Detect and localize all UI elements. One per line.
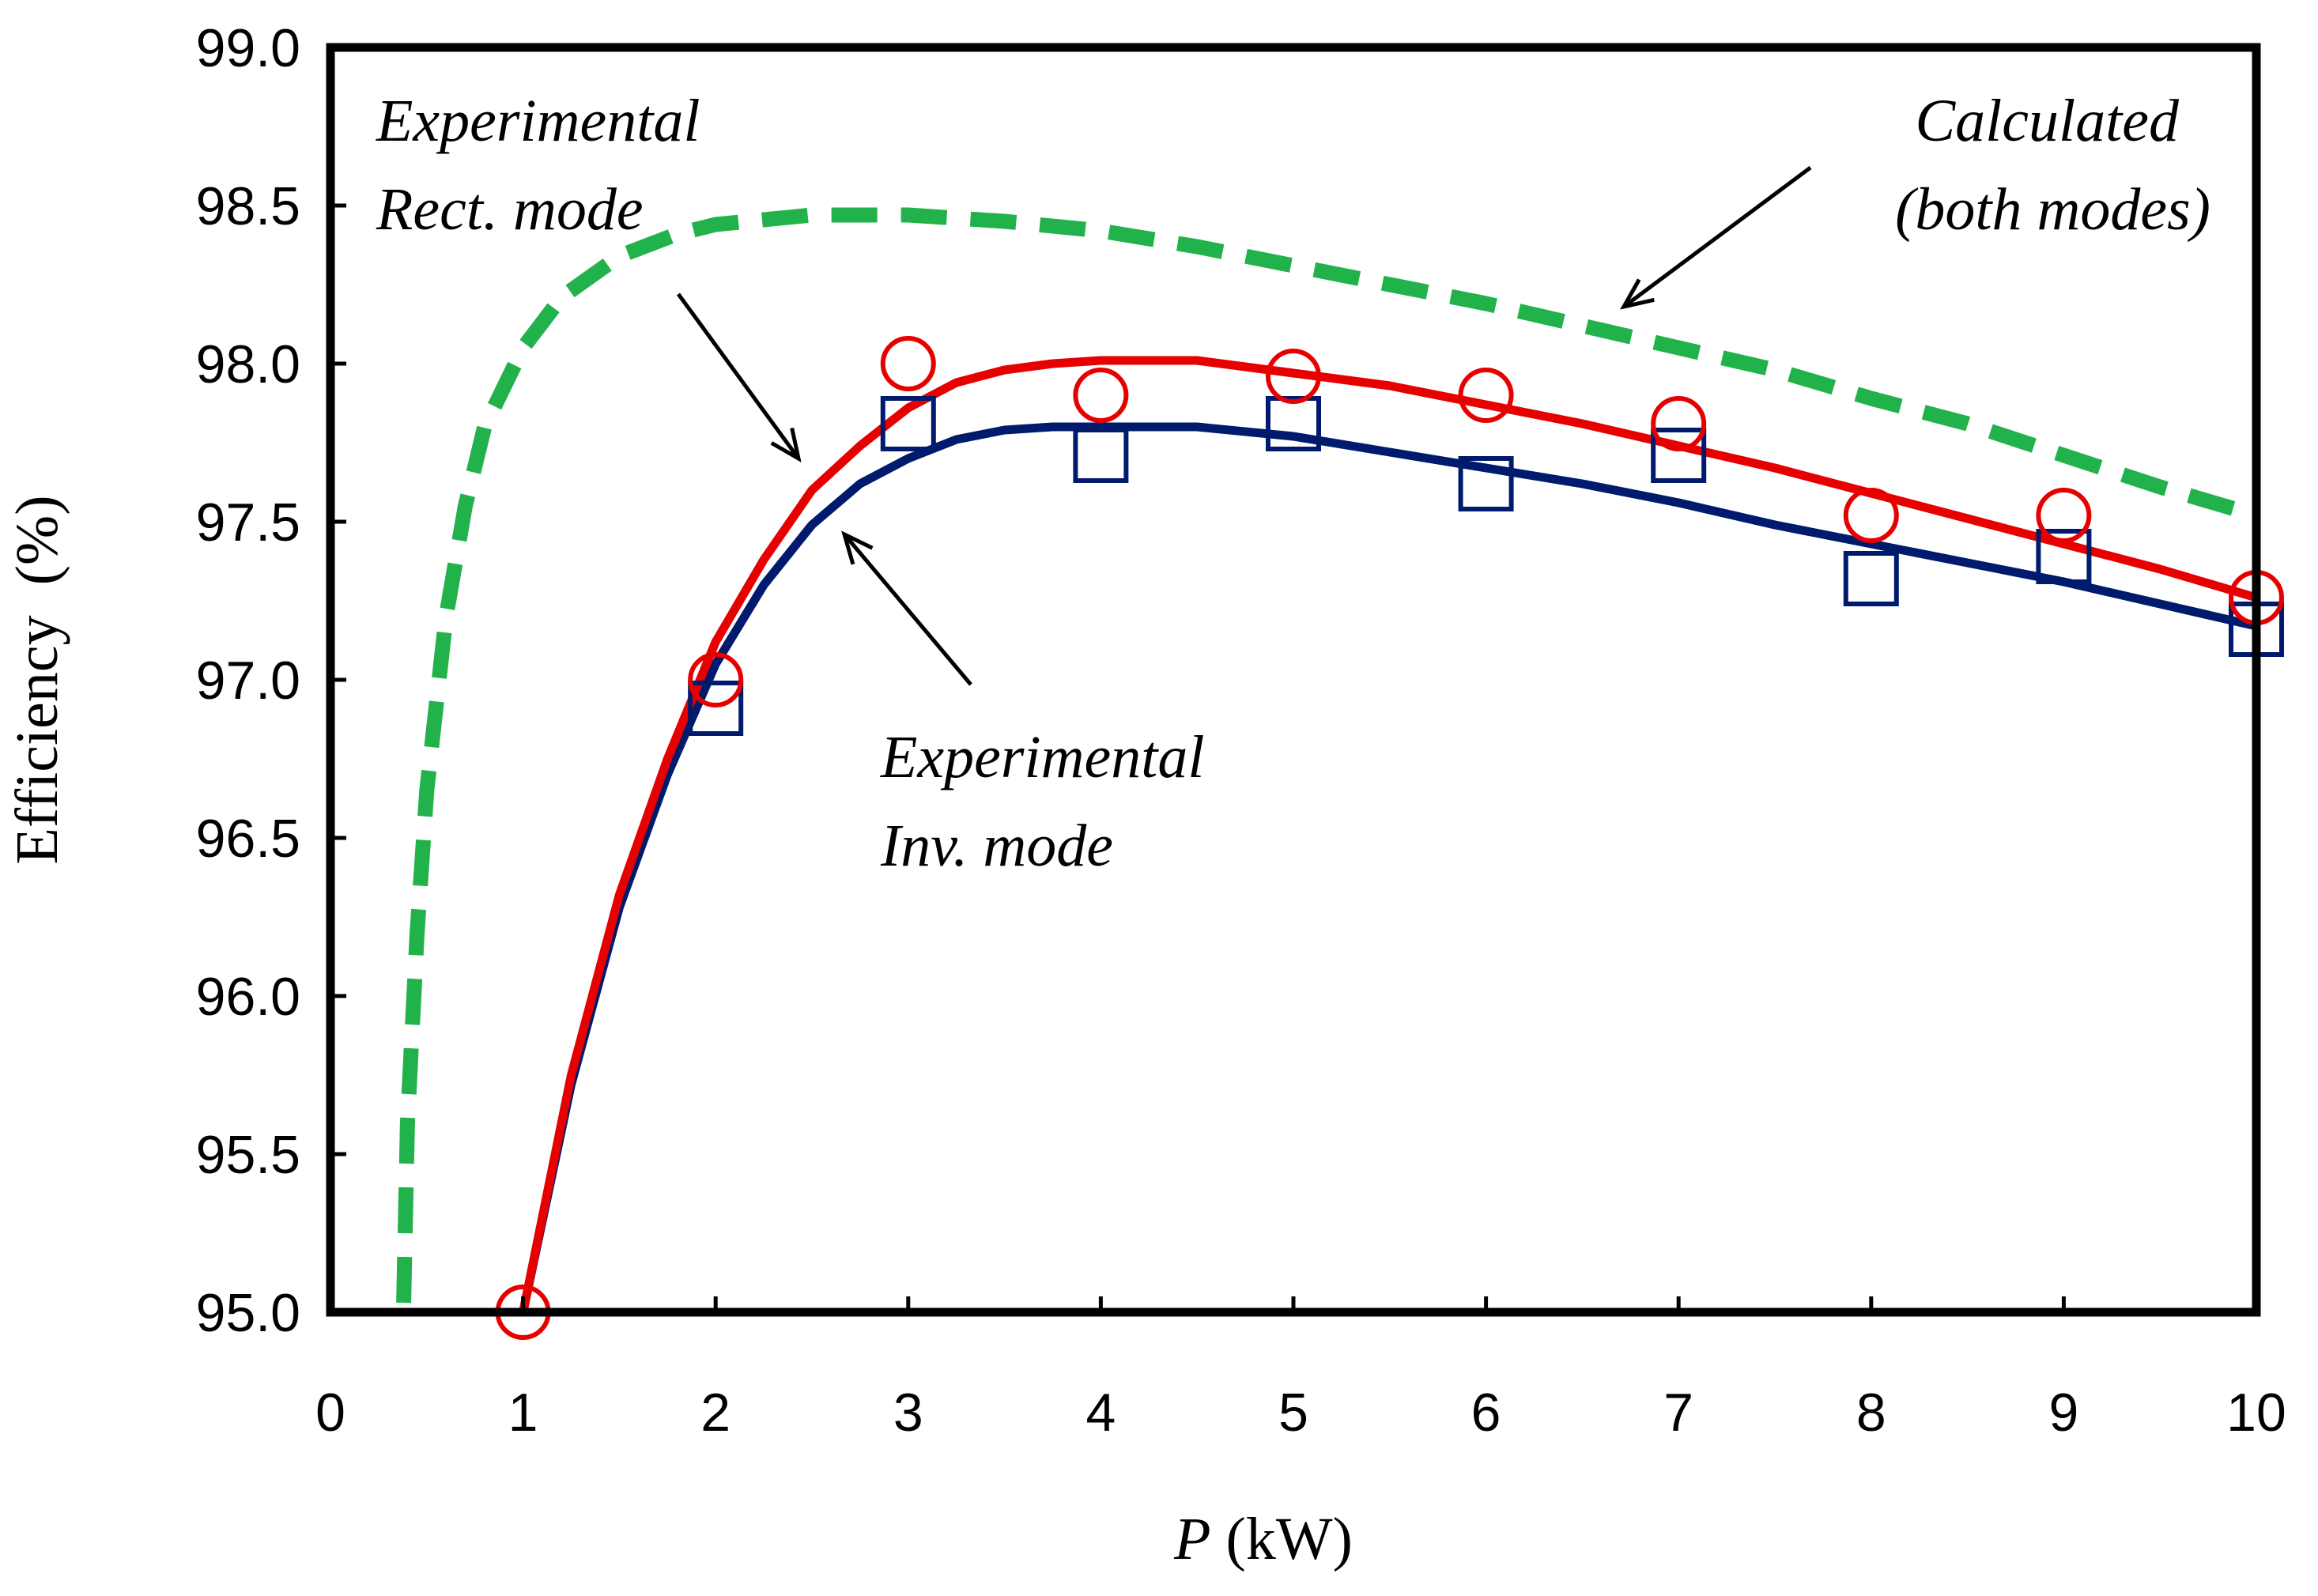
rect-mode-data-point (1266, 349, 1321, 404)
rect-mode-data-point (1073, 368, 1129, 423)
inv-mode-data-point (1073, 428, 1129, 483)
y-tick-label: 98.0 (196, 334, 300, 394)
x-tick-label: 6 (1471, 1383, 1501, 1443)
y-tick-label: 96.0 (196, 967, 300, 1027)
annotation-calc-line1: Calculated (1915, 88, 2180, 154)
inv-mode-data-point (880, 396, 936, 451)
y-tick-label: 95.5 (196, 1125, 300, 1185)
x-axis-variable: P (1173, 1506, 1210, 1572)
inv-mode-data-point (1843, 551, 1899, 606)
x-tick-label: 2 (700, 1383, 731, 1443)
x-tick-label: 10 (2226, 1383, 2286, 1443)
x-tick-label: 3 (893, 1383, 923, 1443)
y-tick-label: 97.0 (196, 651, 300, 711)
inv-mode-data-point (1266, 396, 1321, 451)
rect-mode-data-point (1651, 396, 1707, 451)
annotation-rect-mode: Experimental Rect. mode (376, 88, 798, 458)
y-tick-label: 96.5 (196, 809, 300, 869)
inv-mode-fit-line (519, 422, 2258, 1314)
inv-mode-data-point (2036, 529, 2092, 584)
x-tick-label: 4 (1085, 1383, 1116, 1443)
annotation-rect-line2: Rect. mode (376, 176, 644, 243)
y-axis-title: Efficiency (%) (4, 495, 70, 864)
x-tick-label: 8 (1856, 1383, 1886, 1443)
y-tick-label: 95.0 (196, 1283, 300, 1343)
marker-layer (495, 336, 2284, 1340)
annotation-inv-line2: Inv. mode (880, 813, 1113, 879)
rect-mode-data-point (688, 652, 744, 707)
rect-mode-fit-line (519, 356, 2258, 1314)
annotation-calc-line2: (both modes) (1895, 176, 2210, 243)
x-tick-label: 1 (508, 1383, 538, 1443)
rect-mode-data-point (2036, 488, 2092, 543)
inv-mode-data-point (688, 681, 744, 736)
x-axis-unit: (kW) (1211, 1506, 1353, 1572)
series-layer (396, 207, 2259, 1314)
x-axis-title: P (kW) (1173, 1506, 1353, 1572)
rect-mode-data-point (1458, 368, 1514, 423)
annotation-rect-arrow (676, 292, 798, 458)
x-tick-label: 9 (2048, 1383, 2078, 1443)
inv-mode-data-point (1651, 428, 1707, 483)
calculated-dashed-line (396, 207, 2259, 1304)
y-tick-label: 99.0 (196, 18, 300, 78)
annotation-calc-arrow (1624, 165, 1812, 307)
x-tick-label: 7 (1663, 1383, 1693, 1443)
rect-mode-data-point (880, 336, 936, 391)
annotation-inv-mode: Experimental Inv. mode (844, 534, 1204, 879)
tick-layer: 0 1 2 3 4 5 6 7 8 9 10 95.0 95.5 96.0 96.5 97.0 97.5 98.0… (196, 18, 2286, 1443)
inv-mode-data-point (1458, 456, 1514, 511)
annotation-inv-line1: Experimental (880, 724, 1204, 790)
y-tick-label: 97.5 (196, 492, 300, 553)
x-tick-label: 0 (315, 1383, 345, 1443)
annotation-calculated: Calculated (both modes) (1624, 88, 2210, 307)
annotation-rect-line1: Experimental (376, 88, 700, 154)
rect-mode-data-point (1843, 488, 1899, 543)
x-tick-label: 5 (1278, 1383, 1308, 1443)
y-tick-label: 98.5 (196, 176, 300, 236)
annotation-inv-arrow (844, 534, 972, 686)
